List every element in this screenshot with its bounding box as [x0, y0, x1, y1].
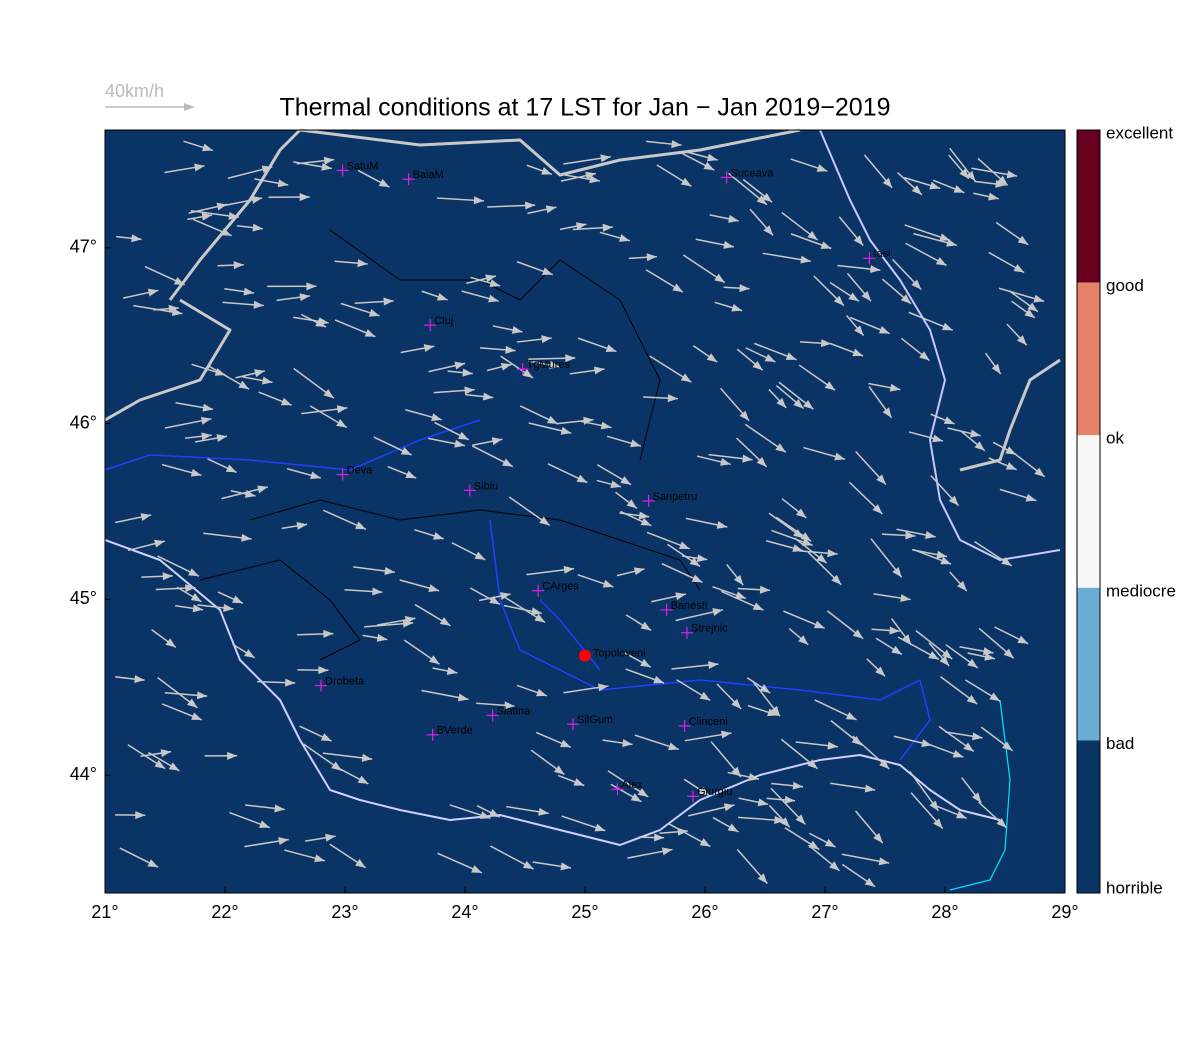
city-label: SilGum	[577, 714, 613, 726]
city-label: TgMures	[527, 359, 571, 371]
colorbar-segment	[1077, 435, 1100, 588]
colorbar-segment	[1077, 283, 1100, 436]
x-tick-label: 29°	[1051, 902, 1078, 922]
colorbar-segment	[1077, 130, 1100, 283]
x-tick-label: 25°	[571, 902, 598, 922]
colorbar-label: good	[1106, 276, 1144, 295]
map-background	[105, 130, 1065, 893]
city-label: Iasi	[873, 248, 890, 260]
city-label: Cluj	[434, 315, 453, 327]
city-label: Suceava	[731, 167, 775, 179]
colorbar: excellent good ok mediocre bad horrible	[1077, 123, 1176, 897]
site-label: Topoloveni	[593, 648, 646, 660]
title: Thermal conditions at 17 LST for Jan − J…	[279, 94, 890, 122]
wind-scale-label: 40km/h	[105, 81, 164, 101]
y-tick-label: 47°	[70, 237, 97, 257]
x-tick-label: 24°	[451, 902, 478, 922]
city-label: Deva	[347, 464, 374, 476]
y-tick-label: 46°	[70, 412, 97, 432]
city-label: Drobeta	[325, 675, 365, 687]
city-label: Giurgiu	[697, 786, 732, 798]
wind-scale-arrowhead	[184, 103, 195, 111]
city-label: Sanpetru	[653, 491, 698, 503]
city-label: BaiaM	[413, 169, 444, 181]
city-label: CArges	[542, 581, 579, 593]
city-label: BVerde	[437, 725, 473, 737]
y-tick-label: 44°	[70, 764, 97, 784]
colorbar-label: excellent	[1106, 123, 1173, 142]
city-label: Alex	[621, 779, 643, 791]
x-tick-label: 26°	[691, 902, 718, 922]
colorbar-label: mediocre	[1106, 581, 1176, 600]
x-tick-label: 27°	[811, 902, 838, 922]
colorbar-segment	[1077, 588, 1100, 741]
city-label: Slatina	[497, 705, 532, 717]
city-label: Strejnic	[691, 623, 728, 635]
colorbar-label: ok	[1106, 429, 1124, 448]
city-label: SatuM	[347, 160, 379, 172]
x-tick-label: 22°	[211, 902, 238, 922]
map: SatuM BaiaM Suceava Iasi Cluj TgMures Deva Sibi…	[70, 130, 1079, 922]
city-label: Sibiu	[474, 480, 498, 492]
site-marker	[579, 650, 591, 662]
colorbar-label: horrible	[1106, 878, 1163, 897]
x-tick-label: 28°	[931, 902, 958, 922]
colorbar-label: bad	[1106, 734, 1134, 753]
colorbar-segment	[1077, 740, 1100, 893]
city-label: Clinceni	[689, 716, 728, 728]
city-label: Banesti	[671, 600, 708, 612]
x-tick-label: 21°	[91, 902, 118, 922]
x-tick-label: 23°	[331, 902, 358, 922]
y-tick-label: 45°	[70, 588, 97, 608]
